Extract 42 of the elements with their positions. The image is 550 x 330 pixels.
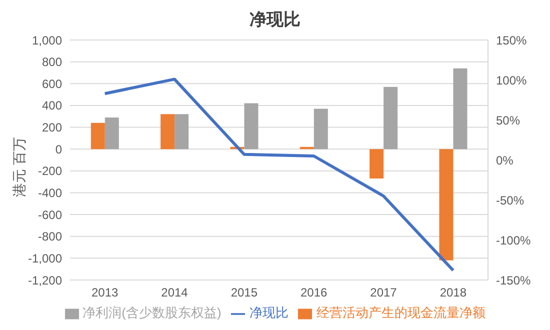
y-tick-label: -1,200: [28, 273, 62, 288]
y-tick-label: 800: [42, 55, 62, 70]
bar: [370, 149, 384, 179]
bar: [104, 117, 119, 150]
x-tick-label: 2015: [230, 286, 258, 300]
legend-label: 净利润(含少数股东权益): [82, 305, 222, 320]
bar: [453, 68, 468, 150]
x-tick-label: 2017: [370, 286, 398, 300]
bar: [384, 86, 398, 150]
y-tick-label: -200: [38, 164, 62, 178]
y-tick-label: -600: [38, 208, 62, 222]
bar: [300, 146, 314, 150]
y-tick-label: 200: [42, 120, 62, 135]
y2-tick-label: 100%: [496, 73, 528, 88]
y-axis-title: 港元 百万: [11, 136, 28, 199]
y-tick-label: 0: [55, 142, 62, 156]
bar: [314, 108, 328, 150]
y2-tick-label: -150%: [496, 273, 532, 288]
legend-label: 净现比: [249, 305, 288, 320]
y2-tick-label: 50%: [496, 113, 520, 128]
bar: [174, 114, 189, 150]
bar: [160, 114, 175, 150]
y-tick-label: -800: [38, 230, 62, 244]
y2-tick-label: -50%: [496, 193, 524, 208]
y2-tick-label: 150%: [496, 33, 528, 48]
y-tick-label: -1,000: [28, 251, 62, 266]
x-tick-label: 2016: [300, 286, 328, 300]
y2-tick-label: 0%: [496, 153, 514, 168]
y2-tick-label: -100%: [496, 233, 532, 248]
chart-title: 净现比: [248, 9, 302, 31]
y-tick-label: -400: [38, 186, 62, 200]
y-tick-label: 1,000: [32, 33, 62, 48]
x-tick-label: 2014: [161, 286, 188, 300]
bar: [439, 149, 454, 260]
legend-label: 经营活动产生的现金流量净额: [316, 305, 486, 320]
bar: [90, 122, 105, 150]
line-series: [103, 78, 455, 272]
y-tick-label: 400: [42, 98, 62, 113]
x-tick-label: 2013: [91, 286, 119, 300]
bar: [244, 103, 258, 150]
y-tick-label: 600: [42, 76, 62, 91]
x-tick-label: 2018: [440, 286, 467, 300]
